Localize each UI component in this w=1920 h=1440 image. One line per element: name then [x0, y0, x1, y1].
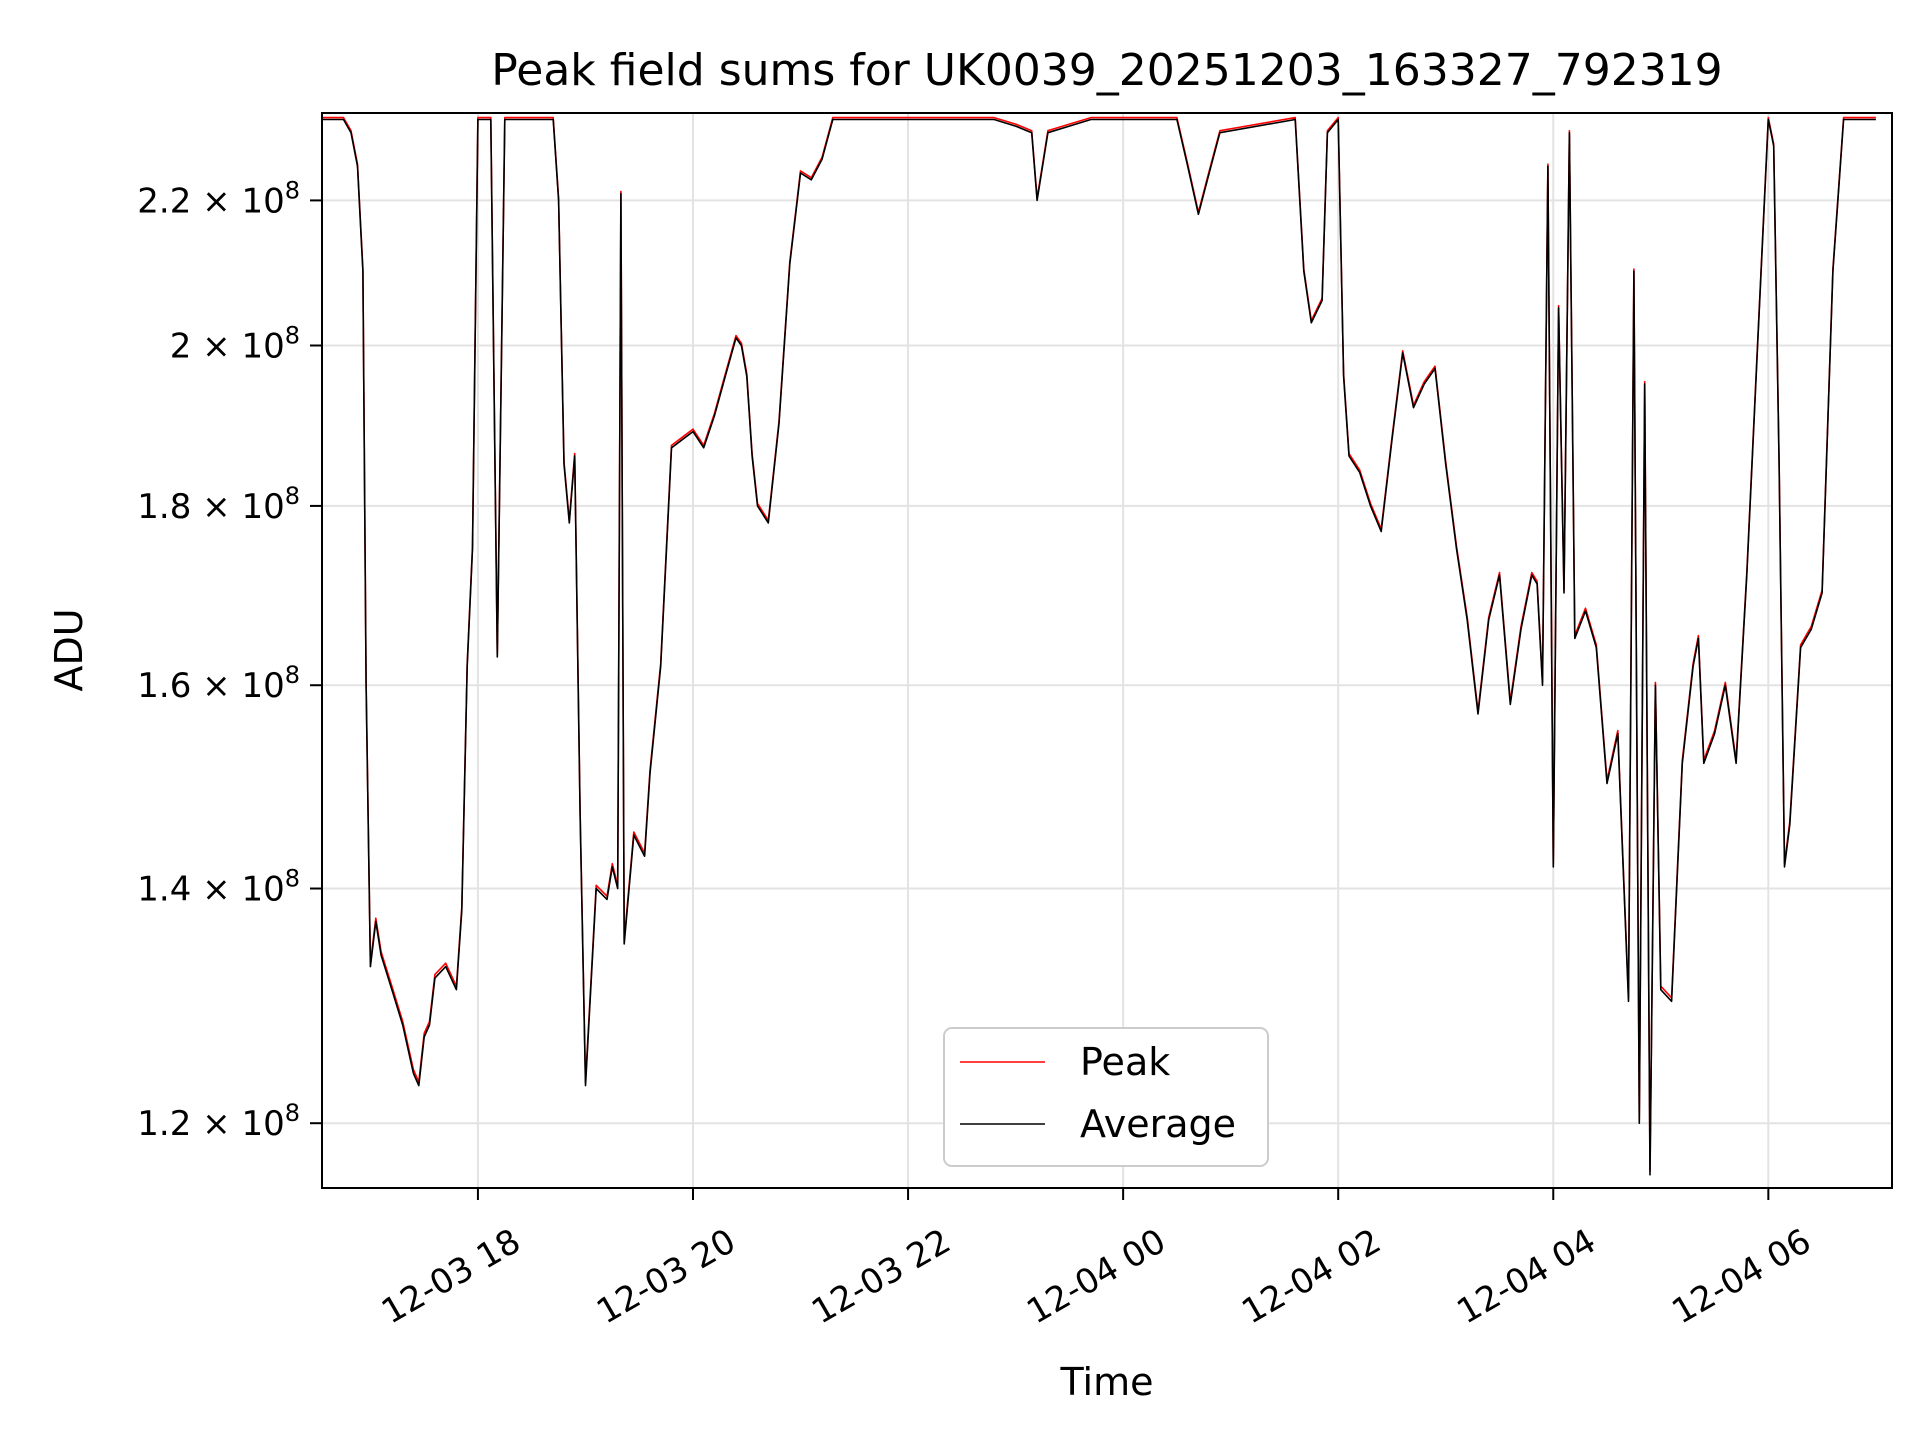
x-tick-label: 12-04 06 — [1665, 1221, 1817, 1332]
grid-lines — [322, 113, 1892, 1188]
plot-frame — [321, 112, 1893, 1189]
legend-label-peak: Peak — [1080, 1040, 1170, 1084]
series-lines — [322, 116, 1876, 1176]
y-tick-label: 1.6 × 108 — [137, 661, 300, 706]
x-axis-ticks: 12-03 18 12-03 20 12-03 22 12-04 00 12-04 02… — [375, 1188, 1818, 1332]
y-tick-label: 1.8 × 108 — [137, 482, 300, 527]
y-tick-label: 2.2 × 108 — [137, 176, 300, 221]
y-tick-mantissa: 2 — [170, 327, 192, 367]
y-tick-label: 2 × 108 — [170, 322, 300, 367]
x-tick-label: 12-04 00 — [1020, 1221, 1172, 1332]
x-tick-label: 12-04 02 — [1235, 1221, 1387, 1332]
y-tick-exponent: 8 — [285, 322, 300, 350]
legend-label-average: Average — [1080, 1102, 1236, 1146]
y-tick-mantissa: 1.2 — [137, 1104, 191, 1144]
y-tick-mantissa: 2.2 — [137, 181, 191, 221]
x-tick-label: 12-03 20 — [590, 1221, 742, 1332]
chart-title: Peak field sums for UK0039_20251203_1633… — [491, 45, 1722, 96]
legend: Peak Average — [943, 1027, 1269, 1167]
y-tick-exponent: 8 — [285, 482, 300, 510]
y-tick-mantissa: 1.8 — [137, 487, 191, 527]
y-tick-exponent: 8 — [285, 661, 300, 689]
series-line-average — [322, 118, 1876, 1176]
x-axis-label: Time — [1060, 1360, 1154, 1404]
y-tick-mantissa: 1.4 — [137, 870, 191, 910]
y-tick-exponent: 8 — [285, 865, 300, 893]
y-axis-label: ADU — [47, 608, 91, 691]
y-tick-label: 1.2 × 108 — [137, 1099, 300, 1144]
x-tick-label: 12-04 04 — [1450, 1221, 1602, 1332]
y-tick-exponent: 8 — [285, 176, 300, 204]
x-tick-label: 12-03 18 — [375, 1221, 527, 1332]
x-tick-label: 12-03 22 — [805, 1221, 957, 1332]
y-tick-mantissa: 1.6 — [137, 666, 191, 706]
y-tick-label: 1.4 × 108 — [137, 865, 300, 910]
y-axis-ticks: 1.2 × 108 1.4 × 108 1.6 × 108 1.8 × 108 2 × … — [137, 176, 322, 1144]
y-tick-exponent: 8 — [285, 1099, 300, 1127]
